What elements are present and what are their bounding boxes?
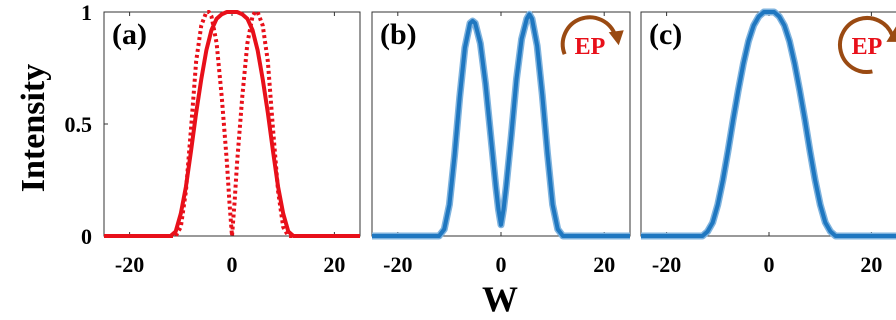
y-tick-label: 0.5	[65, 112, 93, 137]
x-tick-label: 0	[227, 252, 238, 277]
y-tick-label: 0	[81, 224, 92, 249]
ep-label: EP	[852, 34, 883, 60]
ep-arrow-arc	[838, 16, 895, 74]
panel-label: (b)	[380, 18, 417, 51]
ep-arrow-head	[608, 30, 624, 46]
panel-b: -20 0 20 (b) EP	[371, 10, 631, 277]
ep-rotation-icon: EP	[838, 16, 896, 74]
x-tick-label: 20	[593, 252, 615, 277]
x-tick-label: 20	[323, 252, 345, 277]
x-tick-label: -20	[383, 252, 412, 277]
ep-arrow-arc	[560, 15, 618, 55]
x-tick-label: -20	[115, 252, 144, 277]
ep-arrow-head	[886, 26, 896, 42]
panel-a: -20 0 20 0 0.5 1 (a)	[65, 0, 361, 277]
y-axis-label: Intensity	[15, 64, 52, 192]
ep-rotation-icon: EP	[560, 15, 624, 60]
x-tick-label: 0	[764, 252, 775, 277]
series-line-solid	[372, 12, 630, 238]
y-tick-label: 1	[81, 0, 92, 25]
panel-c: -20 0 20 (c) EP	[640, 8, 896, 277]
ep-label: EP	[575, 34, 606, 60]
x-tick-label: 20	[860, 252, 882, 277]
x-axis-label: W	[482, 279, 518, 319]
series-line-dotted	[104, 10, 360, 238]
x-tick-label: 0	[496, 252, 507, 277]
x-tick-label: -20	[652, 252, 681, 277]
series-line-solid	[641, 10, 896, 238]
panel-label: (a)	[112, 18, 147, 51]
panel-label: (c)	[649, 18, 682, 51]
